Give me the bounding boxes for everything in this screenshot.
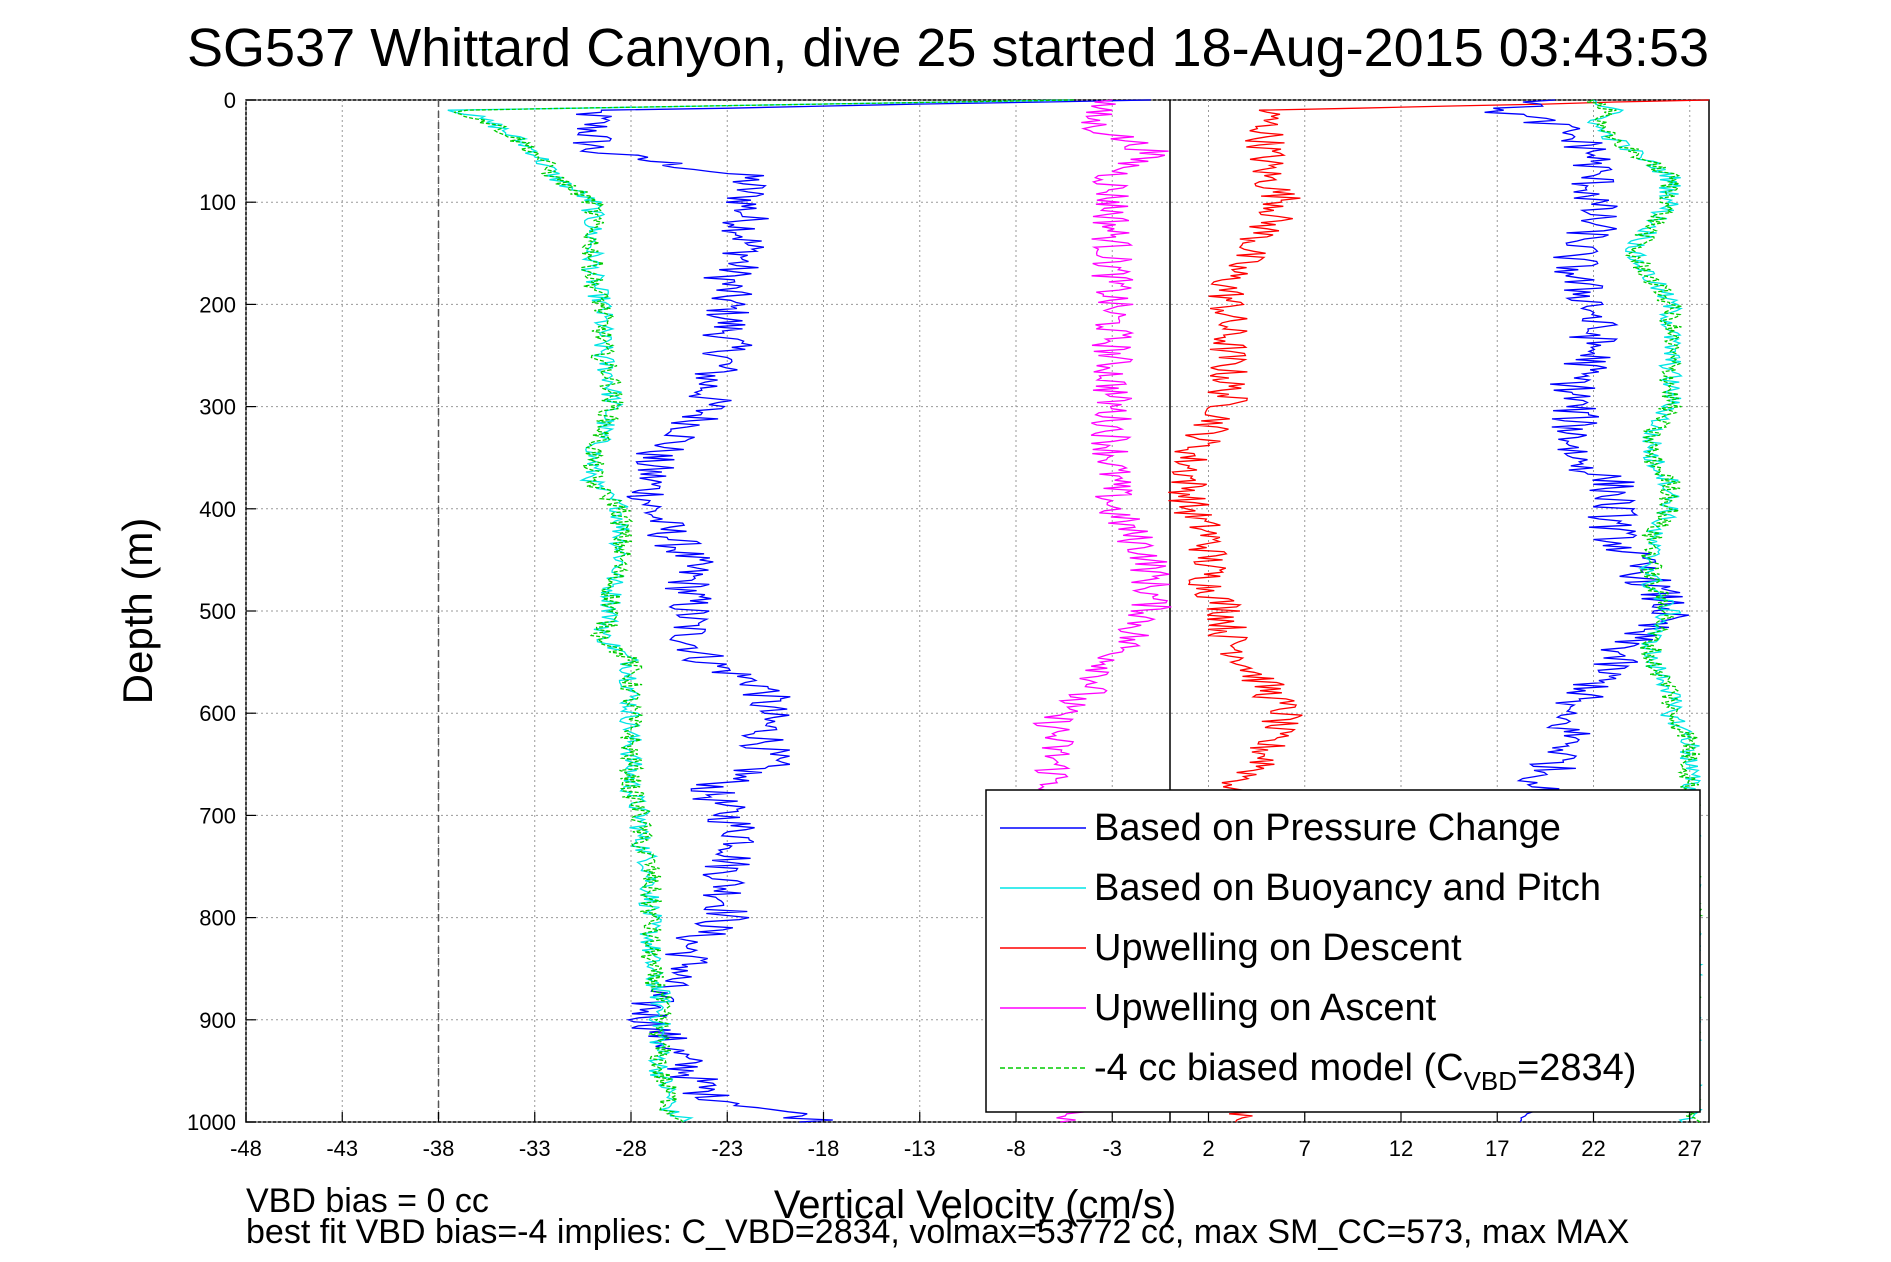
y-tick-label: 0 <box>224 88 236 113</box>
y-tick-label: 100 <box>199 190 236 215</box>
x-tick-label: 2 <box>1202 1136 1214 1161</box>
x-tick-label: -43 <box>326 1136 358 1161</box>
legend-label: Based on Buoyancy and Pitch <box>1094 867 1601 909</box>
x-tick-label: 17 <box>1485 1136 1509 1161</box>
x-ticks: -48 -43 -38 -33 -28 -23 -18 -13 -8 -3 2 7 12 17 22 27 <box>230 1112 1702 1161</box>
y-tick-label: 400 <box>199 497 236 522</box>
y-axis-label: Depth (m) <box>114 518 161 705</box>
legend-label: Upwelling on Descent <box>1094 927 1462 969</box>
x-tick-label: -8 <box>1006 1136 1026 1161</box>
legend-label: Based on Pressure Change <box>1094 807 1561 849</box>
y-ticks: 0 100 200 300 400 500 600 700 800 900 1000 <box>187 88 256 1135</box>
x-tick-label: -23 <box>711 1136 743 1161</box>
x-tick-label: -3 <box>1102 1136 1122 1161</box>
y-tick-label: 1000 <box>187 1110 236 1135</box>
x-tick-label: -18 <box>808 1136 840 1161</box>
series-line <box>453 99 1074 1123</box>
legend-box <box>985 789 1701 1113</box>
x-tick-label: 22 <box>1581 1136 1605 1161</box>
y-tick-label: 900 <box>199 1008 236 1033</box>
legend-label: Upwelling on Ascent <box>1094 987 1437 1029</box>
y-tick-label: 700 <box>199 803 236 828</box>
x-tick-label: -28 <box>615 1136 647 1161</box>
chart-title: SG537 Whittard Canyon, dive 25 started 1… <box>187 18 1709 78</box>
grid <box>245 99 1709 1123</box>
y-tick-label: 600 <box>199 701 236 726</box>
legend-label: -4 cc biased model (CVBD=2834) <box>1094 1047 1636 1096</box>
y-tick-label: 200 <box>199 292 236 317</box>
y-tick-label: 500 <box>199 599 236 624</box>
annotation-vbd-bias: VBD bias = 0 cc <box>246 1182 489 1220</box>
legend: Based on Pressure Change Based on Buoyanc… <box>985 789 1701 1113</box>
x-tick-label: 27 <box>1678 1136 1702 1161</box>
annotation-best-fit: best fit VBD bias=-4 implies: C_VBD=2834… <box>246 1213 1629 1251</box>
y-tick-label: 800 <box>199 906 236 931</box>
x-tick-label: -33 <box>519 1136 551 1161</box>
x-tick-label: -13 <box>904 1136 936 1161</box>
x-axis-label: Vertical Velocity (cm/s) <box>774 1183 1176 1227</box>
ascent-series-line <box>1587 99 1704 1123</box>
x-tick-label: -48 <box>230 1136 262 1161</box>
x-tick-label: 7 <box>1299 1136 1311 1161</box>
x-tick-label: -38 <box>423 1136 455 1161</box>
x-tick-label: 12 <box>1389 1136 1413 1161</box>
y-tick-label: 300 <box>199 395 236 420</box>
series-line <box>572 99 1151 1123</box>
